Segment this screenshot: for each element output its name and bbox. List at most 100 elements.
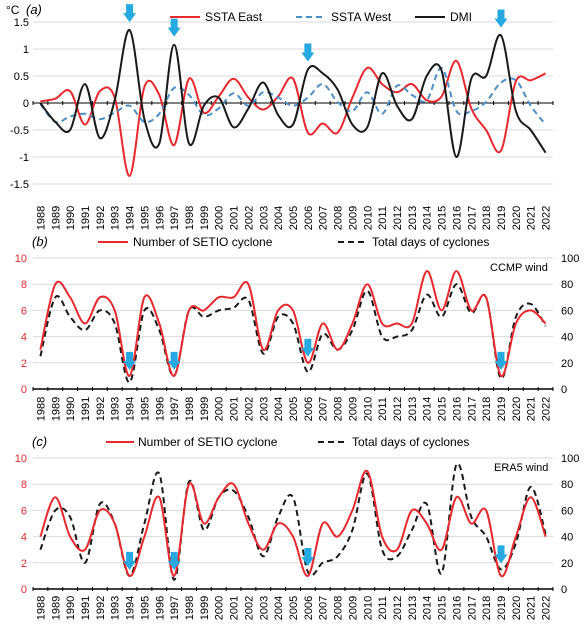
panel-a-arrow — [123, 4, 137, 23]
panel-c-arrow — [301, 547, 315, 566]
panel-c-xtick-label: 2012 — [392, 596, 404, 620]
panel-b-arrow — [123, 351, 137, 370]
panel-b-ytick-left: 6 — [21, 305, 27, 317]
panel-a-ytick-label: 0.5 — [14, 71, 29, 83]
panel-a-xtick-label: 2007 — [318, 206, 330, 230]
panel-b-xtick-label: 2001 — [229, 397, 241, 421]
panel-c-xtick-label: 1989 — [50, 596, 62, 620]
panel-a-xtick-label: 1989 — [50, 206, 62, 230]
panel-a-xtick-label: 2022 — [541, 206, 553, 230]
panel-c-arrow — [123, 551, 137, 570]
panel-a-xtick-label: 2018 — [481, 206, 493, 230]
panel-a-xtick-label: 2014 — [422, 206, 434, 230]
panel-b-xtick-label: 2015 — [437, 397, 449, 421]
cyclone-count-line — [39, 470, 547, 578]
panel-c-x-ticks: 1988 1989 1990 1991 1992 1993 1994 1995 1996 1997… — [32, 587, 554, 620]
panel-b-xtick-label: 2008 — [333, 397, 345, 421]
panel-a-ytick-label: -0.5 — [10, 125, 29, 137]
panel-b-ytick-left: 2 — [21, 358, 27, 370]
panel-b-xtick-label: 1990 — [65, 397, 77, 421]
legend-c-cyclone-label: Number of SETIO cyclone — [138, 435, 278, 449]
panel-b-xtick-label: 2005 — [288, 397, 300, 421]
panel-a-xtick-label: 2015 — [437, 206, 449, 230]
panel-b-legend: Number of SETIO cyclone Total days of cy… — [98, 235, 489, 249]
panel-a-xtick-label: 2012 — [392, 206, 404, 230]
panel-b-xtick-label: 2003 — [258, 397, 270, 421]
panel-b-xtick-label: 1989 — [50, 397, 62, 421]
total-days-line — [39, 283, 547, 384]
panel-b-ytick-left: 4 — [21, 332, 27, 344]
panel-b-xtick-label: 1999 — [199, 397, 211, 421]
panel-c-xtick-label: 2003 — [258, 596, 270, 620]
panel-c-xtick-label: 2014 — [422, 596, 434, 620]
panel-c-xtick-label: 1997 — [169, 596, 181, 620]
panel-c-xtick-label: 2016 — [451, 596, 463, 620]
panel-c-xtick-label: 2008 — [333, 596, 345, 620]
ssta-west-line — [39, 66, 547, 126]
panel-a-ytick-label: 1.5 — [14, 17, 29, 29]
panel-a-xtick-label: 2006 — [303, 206, 315, 230]
panel-c-ytick-right: 0 — [561, 584, 567, 596]
panel-c-ytick-left: 6 — [21, 505, 27, 517]
panel-a-arrows — [123, 4, 508, 62]
panel-b-xtick-label: 2018 — [481, 397, 493, 421]
panel-a-arrow — [301, 43, 315, 62]
panel-b-xtick-label: 2019 — [496, 397, 508, 421]
panel-a-xtick-label: 2019 — [496, 206, 508, 230]
panel-a-xtick-label: 2002 — [243, 206, 255, 230]
panel-a-xtick-label: 2009 — [347, 206, 359, 230]
panel-c-xtick-label: 2000 — [214, 596, 226, 620]
ssta-east-line — [40, 59, 547, 177]
panel-b-xtick-label: 2010 — [362, 397, 374, 421]
panel-b-ytick-left: 10 — [15, 253, 27, 265]
panel-b-ytick-right: 60 — [561, 305, 573, 317]
panel-a-xtick-label: 1990 — [65, 206, 77, 230]
panel-a-x-ticks: 1988 1989 1990 1991 1992 1993 1994 1995 1996 1997… — [32, 101, 554, 230]
dmi-line — [39, 29, 547, 159]
panel-b-arrow — [301, 338, 315, 357]
panel-c-xtick-label: 2010 — [362, 596, 374, 620]
panel-a-xtick-label: 2004 — [273, 206, 285, 230]
panel-c-xtick-label: 2009 — [347, 596, 359, 620]
panel-b-xtick-label: 2007 — [318, 397, 330, 421]
panel-a-xtick-label: 2021 — [526, 206, 538, 230]
panel-b-xtick-label: 2020 — [511, 397, 523, 421]
panel-a-label: (a) — [26, 2, 42, 17]
legend-b-cyclone-label: Number of SETIO cyclone — [133, 235, 273, 249]
panel-b-arrows — [123, 338, 508, 370]
panel-b: (b) Number of SETIO cyclone Total days o… — [15, 234, 580, 421]
panel-b-arrow — [167, 351, 181, 370]
panel-c-xtick-label: 1990 — [65, 596, 77, 620]
panel-c-legend: Number of SETIO cyclone Total days of cy… — [106, 435, 469, 449]
panel-b-xtick-label: 1995 — [139, 397, 151, 421]
panel-a-xtick-label: 2005 — [288, 206, 300, 230]
panel-c-ytick-left: 0 — [21, 584, 27, 596]
panel-a-xtick-label: 1995 — [139, 206, 151, 230]
panel-a-xtick-label: 2011 — [377, 206, 389, 230]
panel-b-xtick-label: 1988 — [35, 397, 47, 421]
panel-b-xtick-label: 2004 — [273, 397, 285, 421]
panel-c-xtick-label: 2017 — [466, 596, 478, 620]
panel-a: °C (a) SSTA East SSTA West DMI 1.5 1 0.5 0 -… — [6, 2, 554, 230]
panel-b-xtick-label: 2012 — [392, 397, 404, 421]
panel-c-xtick-label: 2018 — [481, 596, 493, 620]
panel-a-ytick-label: 1 — [23, 44, 29, 56]
panel-c-xtick-label: 1996 — [154, 596, 166, 620]
panel-c-arrow — [167, 551, 181, 570]
panel-c-xtick-label: 2005 — [288, 596, 300, 620]
panel-a-xtick-label: 2010 — [362, 206, 374, 230]
panel-c-xtick-label: 2022 — [541, 596, 553, 620]
panel-a-ylabel: °C — [6, 3, 20, 17]
panel-b-xtick-label: 1998 — [184, 397, 196, 421]
panel-a-xtick-label: 1988 — [35, 206, 47, 230]
panel-b-xtick-label: 2013 — [407, 397, 419, 421]
panel-c-arrows — [123, 545, 508, 570]
panel-b-xtick-label: 2000 — [214, 397, 226, 421]
panel-b-xtick-label: 2014 — [422, 397, 434, 421]
panel-a-y-ticks: 1.5 1 0.5 0 -0.5 -1 -1.5 — [10, 17, 29, 191]
panel-a-xtick-label: 2013 — [407, 206, 419, 230]
panel-b-xtick-label: 2021 — [526, 397, 538, 421]
panel-b-ytick-right: 20 — [561, 358, 573, 370]
panel-a-ytick-label: 0 — [23, 98, 29, 110]
panel-c-ytick-right: 80 — [561, 479, 573, 491]
